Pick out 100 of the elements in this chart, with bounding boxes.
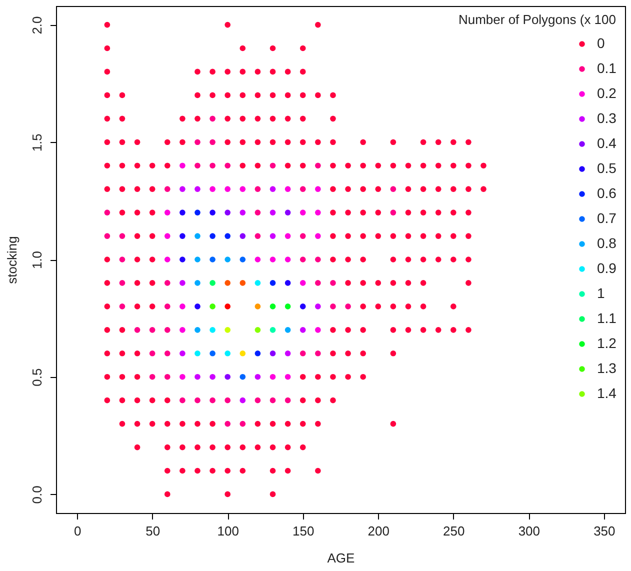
y-tick-label: 2.0	[30, 16, 44, 34]
point	[164, 233, 170, 239]
legend-title: Number of Polygons (x 100	[458, 12, 616, 27]
point	[330, 304, 336, 310]
point	[284, 256, 291, 262]
point	[210, 186, 216, 192]
legend-label: 0.2	[597, 85, 617, 101]
point	[300, 304, 306, 310]
x-axis-title: AGE	[327, 550, 356, 566]
point	[180, 210, 186, 216]
point	[134, 327, 140, 333]
x-tick-label: 350	[594, 524, 616, 538]
point	[300, 210, 306, 216]
point	[254, 304, 261, 310]
y-tick-label: 1.5	[30, 134, 44, 152]
point	[119, 304, 126, 310]
point	[210, 350, 216, 356]
point	[210, 233, 216, 239]
legend-label: 0.5	[597, 160, 617, 176]
point	[345, 304, 351, 310]
point	[270, 233, 276, 239]
point	[224, 256, 231, 262]
point	[224, 233, 231, 239]
point	[270, 162, 276, 169]
legend-label: 0	[597, 35, 605, 51]
point	[194, 304, 200, 310]
y-tick-label: 0.5	[30, 368, 44, 386]
point	[284, 210, 291, 216]
x-tick-label: 200	[368, 524, 390, 538]
point	[300, 350, 306, 356]
point	[315, 280, 321, 286]
point	[390, 210, 396, 216]
point	[224, 420, 231, 427]
point	[194, 327, 200, 333]
point	[315, 210, 321, 216]
point	[180, 397, 186, 404]
point	[104, 233, 110, 239]
legend-label: 0.4	[597, 135, 617, 151]
point	[270, 256, 276, 262]
x-tick-label: 100	[217, 524, 239, 538]
point	[180, 280, 186, 286]
point	[240, 397, 246, 404]
point	[224, 397, 231, 404]
point	[240, 256, 246, 262]
x-tick-label: 0	[74, 524, 82, 538]
point	[180, 162, 186, 169]
point	[315, 233, 321, 239]
point	[194, 186, 200, 192]
point	[224, 162, 231, 169]
point	[284, 280, 291, 286]
point	[270, 350, 276, 356]
point	[194, 139, 200, 146]
y-tick-label: 0.0	[30, 486, 44, 504]
legend-label: 0.9	[597, 260, 617, 276]
point	[270, 374, 276, 380]
point	[270, 210, 276, 216]
point	[315, 304, 321, 310]
point	[254, 280, 261, 286]
legend-label: 0.6	[597, 185, 617, 201]
point	[270, 397, 276, 404]
legend-label: 1.1	[597, 310, 617, 326]
point	[315, 350, 321, 356]
point	[254, 397, 261, 404]
point	[164, 210, 170, 216]
point	[180, 374, 186, 380]
point	[254, 233, 261, 239]
point	[254, 374, 261, 380]
point	[164, 304, 170, 310]
point	[180, 350, 186, 356]
point	[240, 186, 246, 192]
point	[194, 374, 200, 380]
legend-label: 1.3	[597, 360, 617, 376]
point	[210, 374, 216, 380]
point	[224, 304, 231, 310]
point	[240, 280, 246, 286]
x-tick-label: 50	[146, 524, 160, 538]
point	[300, 327, 306, 333]
point	[300, 233, 306, 239]
point	[210, 304, 216, 310]
point	[180, 233, 186, 239]
point	[224, 186, 231, 192]
point	[284, 186, 291, 192]
point	[254, 256, 261, 262]
point	[194, 256, 200, 262]
point	[390, 186, 396, 192]
x-tick-label: 300	[518, 524, 540, 538]
point	[210, 139, 216, 146]
legend-label: 0.1	[597, 60, 617, 76]
point	[240, 210, 246, 216]
point	[254, 327, 261, 333]
point	[194, 397, 200, 404]
point	[119, 280, 126, 286]
point	[210, 397, 216, 404]
point	[240, 374, 246, 380]
point	[284, 374, 291, 380]
legend-label: 1.4	[597, 385, 617, 401]
y-axis-title: stocking	[4, 236, 20, 284]
point	[180, 256, 186, 262]
point	[300, 280, 306, 286]
point	[315, 256, 321, 262]
